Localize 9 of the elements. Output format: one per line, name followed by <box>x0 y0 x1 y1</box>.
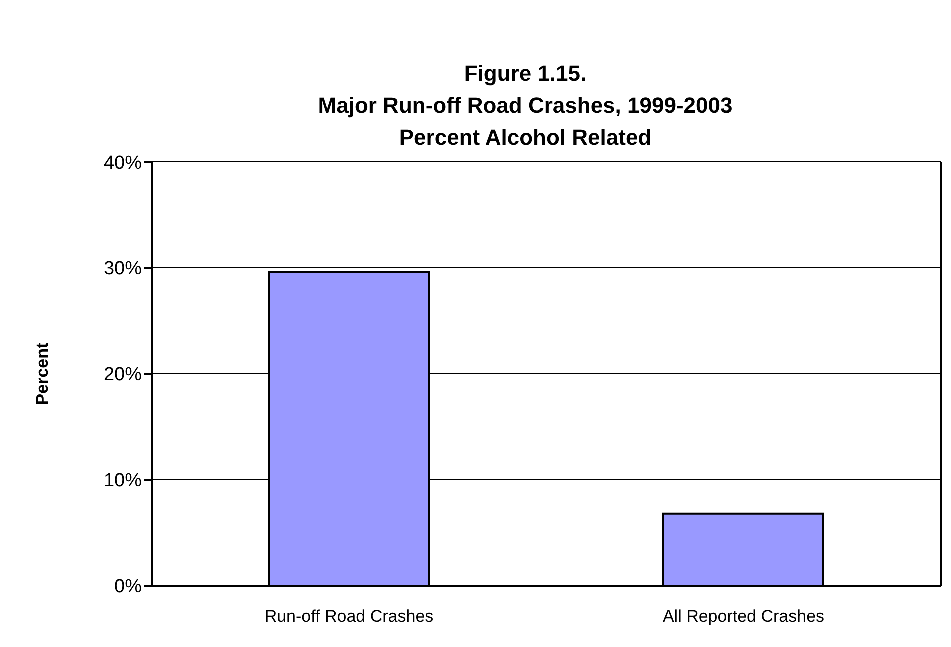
y-tick-label: 10% <box>104 470 142 492</box>
chart-title: Figure 1.15. Major Run-off Road Crashes, 1999-2003 Percent Alcohol Related <box>318 60 733 152</box>
y-tick-label: 30% <box>104 258 142 280</box>
y-tick-label: 20% <box>104 364 142 386</box>
y-tick-label: 0% <box>114 576 142 598</box>
x-tick-label: Run-off Road Crashes <box>264 607 434 626</box>
y-axis-title: Percent <box>33 342 52 406</box>
x-tick-label: All Reported Crashes <box>662 607 825 626</box>
y-tick-label: 40% <box>104 152 142 174</box>
